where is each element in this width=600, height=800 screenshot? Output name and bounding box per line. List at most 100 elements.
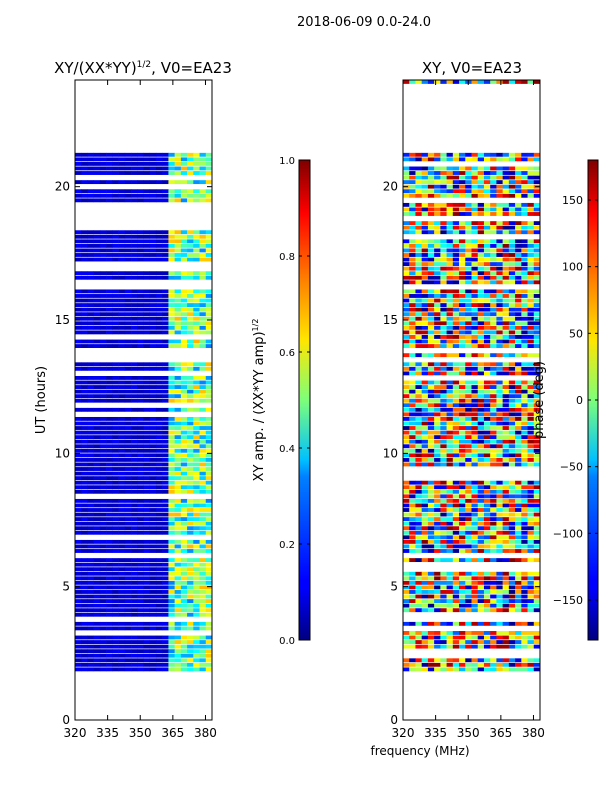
heatmap-cell [131, 439, 138, 444]
heatmap-cell [409, 539, 416, 544]
heatmap-cell [440, 312, 447, 317]
heatmap-cell [155, 544, 163, 549]
heatmap-cell [106, 325, 113, 330]
heatmap-cell [180, 571, 188, 576]
heatmap-cell [93, 303, 101, 308]
heatmap-cell [471, 544, 479, 549]
heatmap-cell [199, 549, 207, 553]
colorbar-tick-label: −100 [553, 527, 583, 540]
heatmap-cell [490, 353, 497, 358]
heatmap-cell [527, 644, 535, 649]
heatmap-cell [465, 494, 472, 499]
heatmap-cell [446, 171, 454, 175]
heatmap-cell [112, 626, 119, 631]
heatmap-cell [452, 448, 460, 453]
heatmap-cell [124, 193, 132, 198]
heatmap-cell [440, 517, 447, 522]
heatmap-cell [87, 476, 94, 481]
heatmap-cell [168, 653, 175, 658]
heatmap-cell [118, 407, 126, 412]
heatmap-cell [502, 248, 510, 253]
heatmap-cell [137, 571, 144, 576]
heatmap-cell [118, 426, 126, 430]
heatmap-cell [180, 380, 188, 385]
heatmap-cell [193, 171, 200, 175]
heatmap-cell [87, 530, 94, 535]
heatmap-cell [131, 157, 138, 162]
heatmap-cell [471, 603, 479, 608]
heatmap-cell [421, 640, 429, 644]
heatmap-cell [452, 585, 460, 590]
heatmap-cell [199, 161, 207, 166]
heatmap-cell [465, 621, 472, 626]
heatmap-cell [168, 526, 175, 531]
heatmap-cell [483, 658, 491, 663]
heatmap-cell [180, 193, 188, 198]
heatmap-cell [483, 512, 491, 517]
heatmap-cell [521, 521, 528, 526]
heatmap-cell [415, 503, 422, 508]
heatmap-cell [180, 567, 188, 572]
heatmap-cell [471, 366, 479, 371]
heatmap-cell [149, 521, 157, 526]
heatmap-cell [180, 558, 188, 563]
heatmap-cell [106, 485, 113, 490]
heatmap-cell [477, 266, 485, 271]
heatmap-cell [143, 539, 151, 544]
heatmap-cell [421, 225, 429, 230]
heatmap-cell [459, 498, 466, 503]
heatmap-cell [193, 275, 200, 280]
heatmap-cell [490, 366, 497, 371]
heatmap-cell [415, 171, 422, 175]
heatmap-cell [440, 640, 447, 644]
heatmap-cell [427, 180, 435, 185]
heatmap-cell [527, 631, 535, 635]
heatmap-cell [459, 412, 466, 417]
heatmap-cell [502, 398, 510, 403]
heatmap-cell [459, 508, 466, 512]
heatmap-cell [427, 362, 435, 367]
heatmap-cell [75, 517, 82, 522]
heatmap-cell [508, 239, 516, 244]
heatmap-cell [533, 257, 541, 262]
heatmap-cell [527, 230, 535, 235]
heatmap-cell [508, 576, 516, 581]
heatmap-cell [118, 489, 126, 494]
heatmap-cell [93, 239, 101, 244]
heatmap-cell [193, 599, 200, 604]
heatmap-cell [162, 189, 169, 194]
heatmap-cell [93, 662, 101, 667]
heatmap-cell [440, 262, 447, 267]
heatmap-cell [502, 243, 510, 248]
heatmap-cell [440, 621, 447, 626]
heatmap-cell [187, 580, 194, 585]
heatmap-cell [199, 152, 207, 157]
heatmap-cell [118, 330, 126, 335]
heatmap-cell [87, 644, 94, 649]
heatmap-cell [75, 193, 82, 198]
heatmap-cell [533, 280, 541, 285]
heatmap-cell [143, 198, 151, 203]
heatmap-cell [199, 480, 207, 485]
heatmap-cell [409, 330, 416, 335]
heatmap-cell [483, 157, 491, 162]
heatmap-cell [434, 571, 441, 576]
heatmap-cell [162, 230, 169, 235]
heatmap-cell [168, 257, 175, 262]
heatmap-cell [427, 480, 435, 485]
heatmap-cell [162, 521, 169, 526]
heatmap-cell [199, 339, 207, 344]
heatmap-cell [124, 189, 132, 194]
heatmap-cell [421, 253, 429, 257]
heatmap-cell [533, 571, 541, 576]
heatmap-cell [490, 80, 497, 84]
heatmap-cell [99, 193, 107, 198]
heatmap-cell [106, 512, 113, 517]
heatmap-cell [124, 549, 132, 553]
heatmap-cell [193, 644, 200, 649]
heatmap-cell [162, 612, 169, 617]
heatmap-cell [434, 512, 441, 517]
heatmap-cell [409, 157, 416, 162]
heatmap-cell [490, 385, 497, 389]
